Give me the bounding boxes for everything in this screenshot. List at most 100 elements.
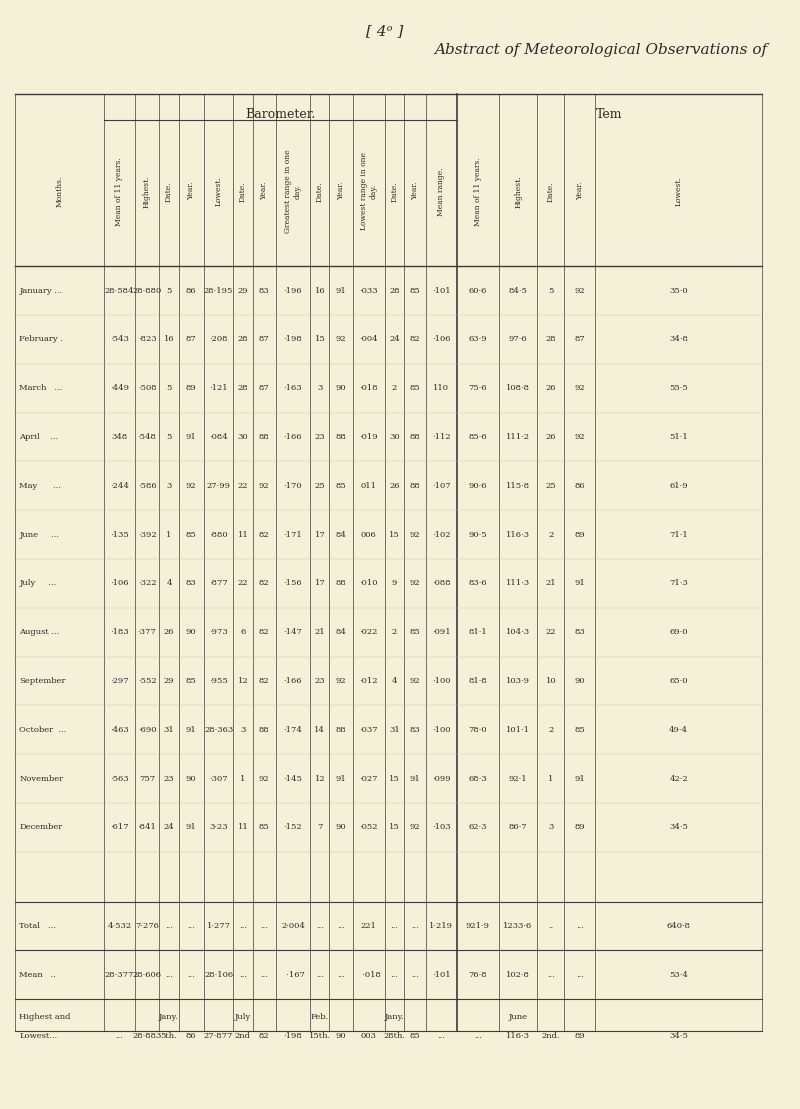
Text: ·973: ·973 bbox=[210, 628, 228, 637]
Text: 85: 85 bbox=[410, 1031, 420, 1040]
Text: ...: ... bbox=[239, 970, 247, 979]
Text: 28·584: 28·584 bbox=[105, 286, 134, 295]
Text: 53·4: 53·4 bbox=[669, 970, 688, 979]
Text: 28th.: 28th. bbox=[383, 1031, 406, 1040]
Text: 011: 011 bbox=[361, 481, 377, 490]
Text: 22: 22 bbox=[546, 628, 556, 637]
Text: 28: 28 bbox=[238, 384, 248, 393]
Text: ..: .. bbox=[548, 922, 554, 930]
Text: 3·23: 3·23 bbox=[210, 823, 228, 832]
Text: 71·3: 71·3 bbox=[670, 579, 688, 588]
Text: ·121: ·121 bbox=[210, 384, 228, 393]
Text: 24: 24 bbox=[164, 823, 174, 832]
Text: 921·9: 921·9 bbox=[466, 922, 490, 930]
Text: ...: ... bbox=[576, 970, 584, 979]
Text: 17: 17 bbox=[314, 530, 326, 539]
Text: 86: 86 bbox=[186, 286, 197, 295]
Text: 757: 757 bbox=[139, 774, 155, 783]
Text: ·307: ·307 bbox=[210, 774, 228, 783]
Text: 92: 92 bbox=[336, 335, 346, 344]
Text: ...: ... bbox=[165, 970, 173, 979]
Text: 28: 28 bbox=[390, 286, 400, 295]
Text: 5: 5 bbox=[548, 286, 554, 295]
Text: ·147: ·147 bbox=[283, 628, 302, 637]
Text: 25: 25 bbox=[546, 481, 556, 490]
Text: 75·6: 75·6 bbox=[468, 384, 487, 393]
Text: 23: 23 bbox=[314, 433, 325, 441]
Text: 85: 85 bbox=[186, 676, 197, 685]
Text: ·198: ·198 bbox=[283, 1031, 302, 1040]
Text: 92: 92 bbox=[574, 384, 585, 393]
Text: Date.: Date. bbox=[390, 181, 398, 202]
Text: 23: 23 bbox=[164, 774, 174, 783]
Text: 85: 85 bbox=[258, 823, 270, 832]
Text: 85: 85 bbox=[410, 384, 420, 393]
Text: Year.: Year. bbox=[411, 182, 419, 201]
Text: Greatest range in one
day.: Greatest range in one day. bbox=[284, 150, 302, 233]
Text: ·084: ·084 bbox=[210, 433, 228, 441]
Text: 7: 7 bbox=[317, 823, 322, 832]
Text: 87: 87 bbox=[258, 335, 270, 344]
Text: Highest and: Highest and bbox=[19, 1013, 70, 1021]
Text: 10: 10 bbox=[546, 676, 556, 685]
Text: 28·606: 28·606 bbox=[133, 970, 162, 979]
Text: 12: 12 bbox=[314, 774, 325, 783]
Text: ·107: ·107 bbox=[432, 481, 450, 490]
Text: 85: 85 bbox=[574, 725, 585, 734]
Text: 91: 91 bbox=[574, 774, 585, 783]
Text: ·322: ·322 bbox=[138, 579, 156, 588]
Text: 2: 2 bbox=[392, 628, 397, 637]
Text: 97·6: 97·6 bbox=[509, 335, 527, 344]
Text: Lowest.: Lowest. bbox=[674, 176, 682, 206]
Text: Lowest.: Lowest. bbox=[214, 176, 222, 206]
Text: Abstract of Meteorological Observations of: Abstract of Meteorological Observations … bbox=[434, 43, 767, 58]
Text: 82: 82 bbox=[258, 579, 270, 588]
Text: 85: 85 bbox=[336, 481, 346, 490]
Text: Highest.: Highest. bbox=[514, 175, 522, 207]
Text: ·174: ·174 bbox=[283, 725, 302, 734]
Text: 92: 92 bbox=[410, 530, 420, 539]
Text: ·166: ·166 bbox=[284, 676, 302, 685]
Text: [ 4ᵒ ]: [ 4ᵒ ] bbox=[366, 24, 404, 39]
Text: ·163: ·163 bbox=[284, 384, 302, 393]
Text: 83·6: 83·6 bbox=[468, 579, 487, 588]
Text: 2: 2 bbox=[548, 725, 554, 734]
Text: 108·8: 108·8 bbox=[506, 384, 530, 393]
Text: 16: 16 bbox=[314, 286, 325, 295]
Text: 3: 3 bbox=[548, 823, 554, 832]
Text: ·152: ·152 bbox=[284, 823, 302, 832]
Text: ·208: ·208 bbox=[210, 335, 228, 344]
Text: 92: 92 bbox=[574, 433, 585, 441]
Text: 3: 3 bbox=[317, 384, 322, 393]
Text: 15: 15 bbox=[389, 823, 400, 832]
Text: ·543: ·543 bbox=[110, 335, 129, 344]
Text: 24: 24 bbox=[389, 335, 400, 344]
Text: September: September bbox=[19, 676, 66, 685]
Text: ·183: ·183 bbox=[110, 628, 129, 637]
Text: 88: 88 bbox=[410, 481, 420, 490]
Text: ·103: ·103 bbox=[432, 823, 450, 832]
Text: ·106: ·106 bbox=[110, 579, 129, 588]
Text: ·552: ·552 bbox=[138, 676, 156, 685]
Text: 90: 90 bbox=[186, 774, 197, 783]
Text: 91: 91 bbox=[410, 774, 420, 783]
Text: ·617: ·617 bbox=[110, 823, 129, 832]
Text: 3: 3 bbox=[240, 725, 246, 734]
Text: 92: 92 bbox=[186, 481, 197, 490]
Text: 2: 2 bbox=[548, 530, 554, 539]
Text: 87: 87 bbox=[574, 335, 585, 344]
Text: 55·5: 55·5 bbox=[670, 384, 688, 393]
Text: ...: ... bbox=[115, 1031, 123, 1040]
Text: ·022: ·022 bbox=[359, 628, 378, 637]
Text: 92: 92 bbox=[410, 676, 420, 685]
Text: 90: 90 bbox=[336, 384, 346, 393]
Text: 28·363: 28·363 bbox=[204, 725, 234, 734]
Text: 90: 90 bbox=[336, 823, 346, 832]
Text: Highest.: Highest. bbox=[143, 175, 151, 207]
Text: ...: ... bbox=[316, 970, 324, 979]
Text: ...: ... bbox=[260, 922, 268, 930]
Text: 27·877: 27·877 bbox=[204, 1031, 234, 1040]
Text: March   ...: March ... bbox=[19, 384, 62, 393]
Text: 15: 15 bbox=[389, 774, 400, 783]
Text: October  ...: October ... bbox=[19, 725, 66, 734]
